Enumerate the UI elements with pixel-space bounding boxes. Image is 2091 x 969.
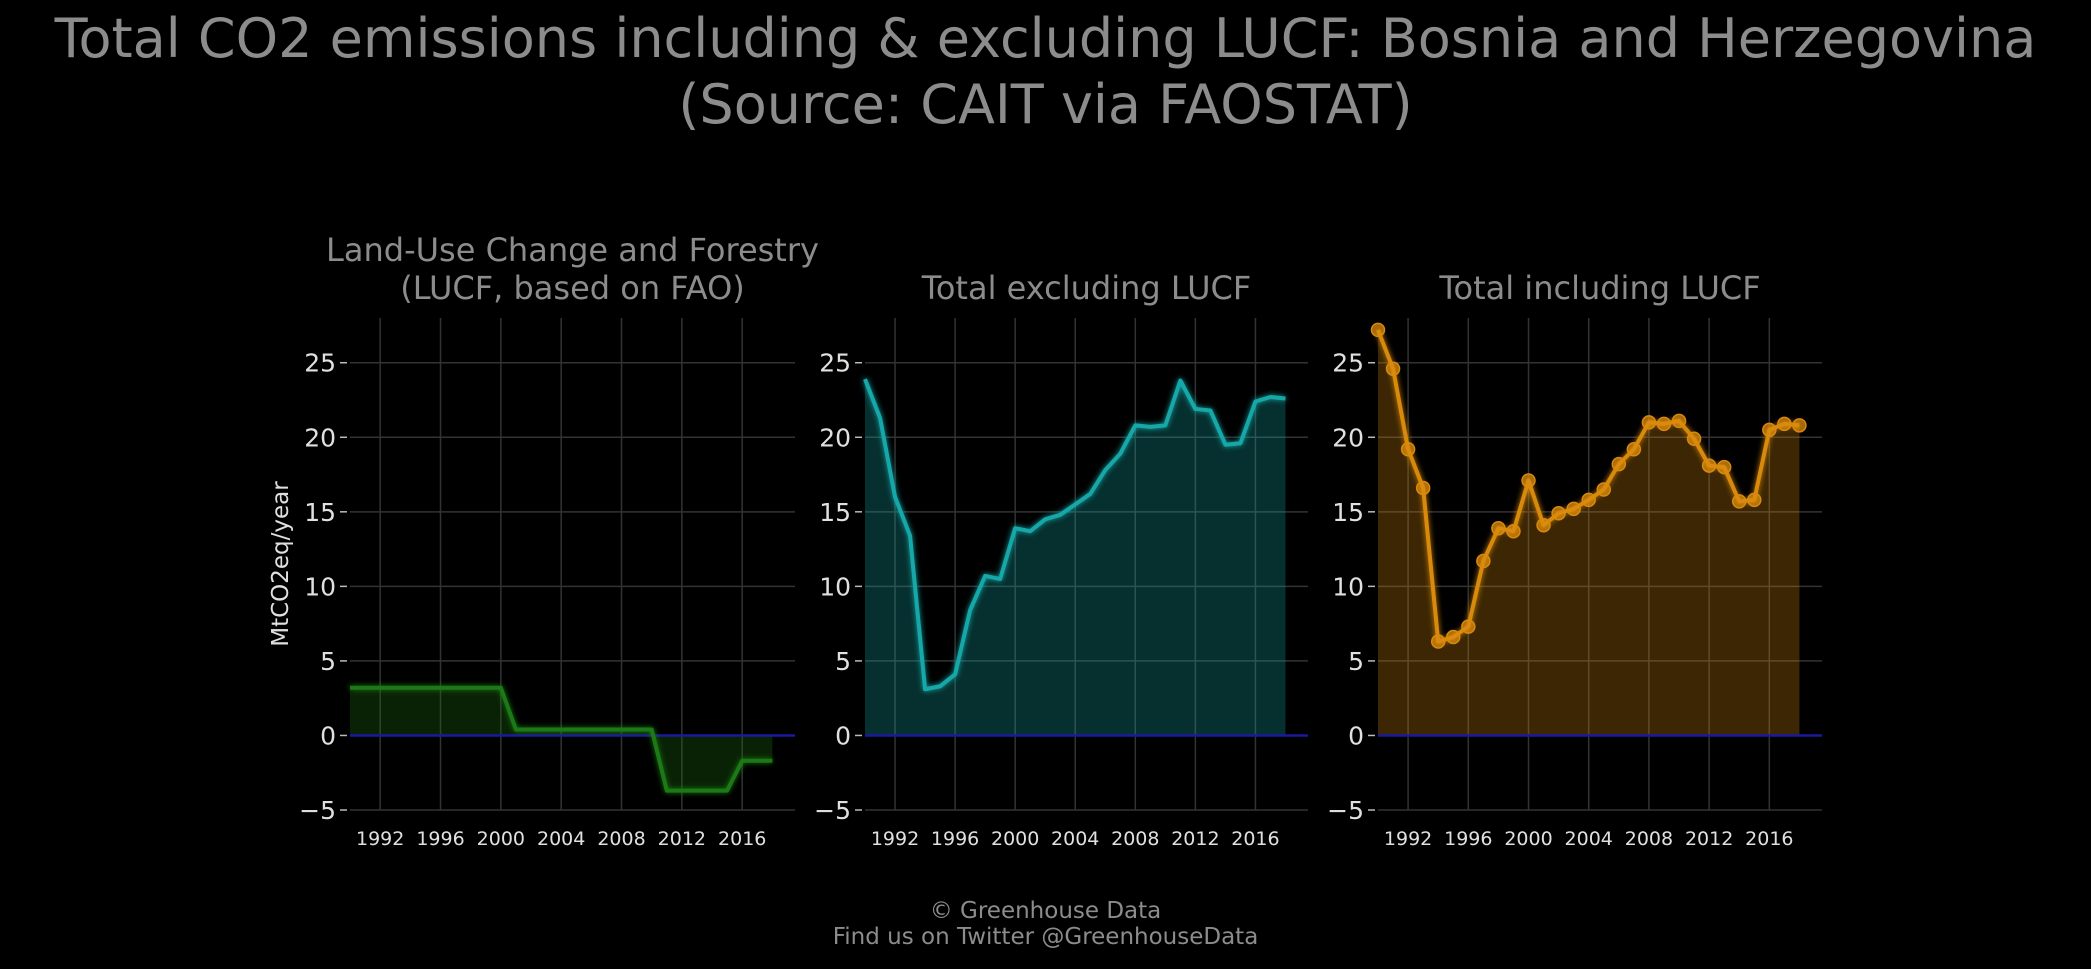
main-title-line1: Total CO2 emissions including & excludin… — [54, 7, 2037, 70]
data-point — [1491, 520, 1506, 536]
y-tick-label: 5 — [320, 647, 336, 676]
x-tick-label: 2004 — [537, 828, 585, 850]
data-point — [1581, 492, 1596, 508]
data-point — [1701, 458, 1717, 473]
main-title-line2: (Source: CAIT via FAOSTAT) — [678, 73, 1413, 136]
x-tick-label: 1992 — [871, 828, 919, 850]
data-point — [1370, 322, 1386, 338]
footer: © Greenhouse Data Find us on Twitter @Gr… — [0, 898, 2091, 950]
data-point — [1430, 634, 1446, 649]
chart-panel-2: −5 0 5 10 15 20 25 1992 1996 2000 2004 2008 2012 2016… — [814, 269, 1308, 850]
chart-panel-3: −5 0 5 10 15 20 25 1992 1996 2000 2004 2008 2012 2016… — [1327, 269, 1822, 850]
y-tick-label: 10 — [819, 572, 851, 601]
y-tick-label: 25 — [1332, 349, 1364, 378]
y-tick-label: 20 — [304, 423, 336, 452]
series-area — [865, 379, 1286, 736]
panel-title: Total excluding LUCF — [921, 269, 1252, 307]
data-point — [1716, 459, 1732, 475]
data-point — [1626, 441, 1642, 457]
x-tick-label: 2008 — [597, 828, 645, 850]
footer-twitter: Find us on Twitter @GreenhouseData — [832, 924, 1259, 950]
data-point — [1747, 492, 1762, 508]
data-point — [1656, 416, 1672, 432]
data-point — [1777, 416, 1792, 432]
x-tick-label: 2016 — [1231, 828, 1279, 850]
panel-title: Total including LUCF — [1438, 269, 1760, 307]
x-tick-label: 2016 — [718, 828, 766, 850]
x-tick-label: 2000 — [477, 828, 525, 850]
x-tick-label: 1996 — [416, 828, 464, 850]
series-area — [1378, 329, 1800, 736]
x-tick-label: 1992 — [1384, 828, 1432, 850]
y-tick-label: −5 — [814, 796, 851, 825]
y-tick-label: 5 — [835, 647, 851, 676]
main-title: Total CO2 emissions including & excludin… — [0, 6, 2091, 138]
x-tick-label: 2000 — [991, 828, 1039, 850]
x-tick-label: 1996 — [931, 828, 979, 850]
x-tick-label: 2008 — [1111, 828, 1159, 850]
series-line — [863, 378, 1286, 692]
data-point — [1461, 619, 1476, 634]
y-tick-label: 10 — [304, 572, 336, 601]
y-tick-label: −5 — [299, 796, 336, 825]
y-tick-label: 15 — [304, 498, 336, 527]
data-point — [1476, 553, 1491, 569]
y-tick-label: 15 — [1332, 498, 1364, 527]
y-axis-label: MtCO2eq/year — [268, 481, 294, 647]
y-tick-label: 25 — [819, 349, 851, 378]
y-tick-label: 20 — [819, 423, 851, 452]
x-tick-label: 2012 — [658, 828, 706, 850]
x-tick-label: 2016 — [1745, 828, 1793, 850]
y-tick-label: 0 — [1348, 721, 1364, 750]
data-point — [1792, 418, 1807, 433]
data-point — [1566, 501, 1581, 517]
data-point — [1506, 523, 1521, 539]
data-point — [1551, 506, 1566, 521]
data-point — [1611, 456, 1627, 472]
y-tick-label: 0 — [320, 721, 336, 750]
data-point — [1686, 431, 1702, 447]
data-point — [1415, 480, 1431, 496]
x-tick-label: 2004 — [1565, 828, 1613, 850]
data-point — [1385, 361, 1401, 376]
footer-copyright: © Greenhouse Data — [929, 898, 1162, 924]
y-tick-label: 10 — [1332, 572, 1364, 601]
y-tick-label: 5 — [1348, 647, 1364, 676]
y-tick-label: −5 — [1327, 796, 1364, 825]
chart-panel-1: −5 0 5 10 15 20 25 1992 1996 2000 2004 2008 2012 2016… — [268, 231, 819, 850]
y-tick-label: 25 — [304, 349, 336, 378]
series-line — [350, 685, 773, 793]
data-point — [1762, 422, 1777, 438]
data-point — [1596, 482, 1612, 497]
panel-title: (LUCF, based on FAO) — [400, 269, 745, 307]
x-tick-label: 2004 — [1051, 828, 1099, 850]
panel-title: Land-Use Change and Forestry — [326, 231, 819, 269]
data-point — [1521, 473, 1536, 488]
x-tick-label: 2012 — [1685, 828, 1733, 850]
x-tick-label: 2008 — [1625, 828, 1673, 850]
data-point — [1671, 413, 1687, 429]
data-point — [1536, 517, 1551, 533]
data-point — [1446, 629, 1461, 645]
x-tick-label: 1992 — [356, 828, 404, 850]
y-tick-label: 15 — [819, 498, 851, 527]
data-point — [1400, 441, 1416, 457]
series-area — [350, 687, 773, 791]
data-point — [1641, 415, 1657, 430]
data-point — [1731, 494, 1747, 509]
y-tick-label: 20 — [1332, 423, 1364, 452]
x-tick-label: 1996 — [1444, 828, 1492, 850]
y-tick-label: 0 — [835, 721, 851, 750]
x-tick-label: 2012 — [1171, 828, 1219, 850]
x-tick-label: 2000 — [1504, 828, 1552, 850]
